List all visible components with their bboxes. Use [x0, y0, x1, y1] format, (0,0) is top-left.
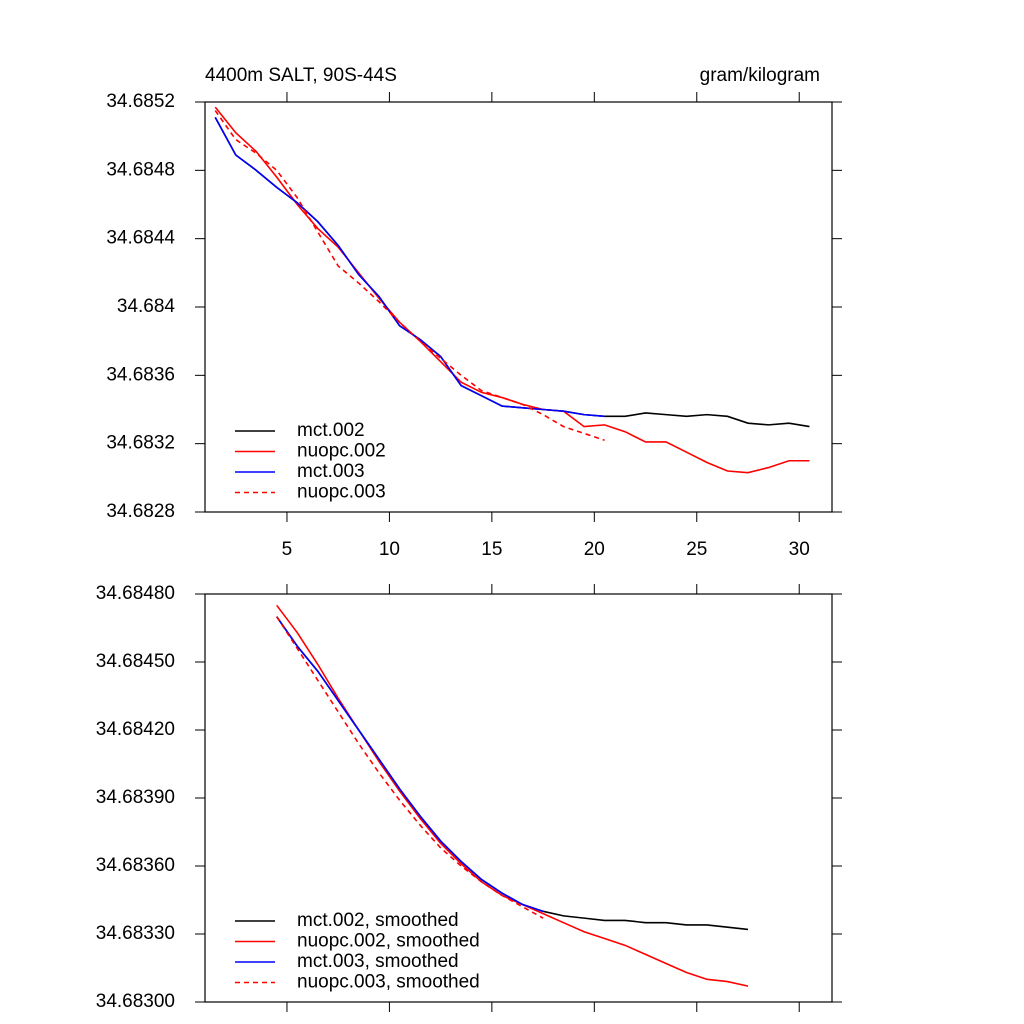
legend-label: nuopc.002 [297, 441, 386, 462]
x-tick-label: 5 [282, 539, 293, 560]
y-tick-label: 34.6828 [106, 501, 175, 522]
series-line [276, 616, 544, 913]
legend-label: mct.003 [297, 461, 365, 482]
legend-label: nuopc.003 [297, 482, 386, 503]
x-tick-label: 15 [481, 539, 502, 560]
series-line [214, 110, 605, 442]
x-tick-label: 25 [686, 539, 707, 560]
legend-label: mct.002 [297, 420, 365, 441]
series-line [276, 616, 749, 931]
y-tick-label: 34.68450 [96, 651, 175, 672]
y-tick-label: 34.6848 [106, 159, 175, 180]
x-tick-label: 30 [789, 539, 810, 560]
legend-label: mct.003, smoothed [297, 951, 459, 972]
legend-label: nuopc.003, smoothed [297, 972, 480, 993]
chart-title: 4400m SALT, 90S-44S [205, 65, 397, 86]
y-tick-label: 34.68330 [96, 923, 175, 944]
y-tick-label: 34.68360 [96, 855, 175, 876]
legend-label: mct.002, smoothed [297, 910, 459, 931]
x-tick-label: 20 [584, 539, 605, 560]
y-tick-label: 34.68300 [96, 991, 175, 1012]
y-tick-label: 34.684 [117, 296, 176, 317]
y-tick-label: 34.6852 [106, 91, 175, 112]
series-line [276, 616, 544, 919]
x-tick-label: 10 [379, 539, 400, 560]
y-tick-label: 34.68480 [96, 583, 175, 604]
units-label: gram/kilogram [700, 65, 820, 86]
y-tick-label: 34.6836 [106, 364, 175, 385]
y-tick-label: 34.6832 [106, 433, 175, 454]
series-line [214, 106, 810, 474]
legend-label: nuopc.002, smoothed [297, 931, 480, 952]
series-line [214, 116, 605, 418]
y-tick-label: 34.68420 [96, 719, 175, 740]
series-line [214, 116, 810, 428]
y-tick-label: 34.6844 [106, 228, 175, 249]
y-tick-label: 34.68390 [96, 787, 175, 808]
